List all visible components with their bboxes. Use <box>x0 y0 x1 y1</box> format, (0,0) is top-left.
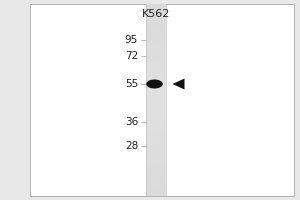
Bar <box>146 17 166 23</box>
Bar <box>146 177 166 183</box>
Bar <box>146 87 166 94</box>
Bar <box>146 106 166 113</box>
Bar <box>146 113 166 119</box>
Text: 28: 28 <box>125 141 138 151</box>
Bar <box>146 138 166 145</box>
Bar <box>146 190 166 196</box>
Bar <box>146 151 166 158</box>
Bar <box>146 81 166 87</box>
Text: K562: K562 <box>142 9 170 19</box>
Bar <box>30 4 294 196</box>
Polygon shape <box>172 78 184 89</box>
Bar <box>146 4 166 10</box>
Text: 95: 95 <box>125 35 138 45</box>
Bar <box>146 55 166 62</box>
Bar <box>146 158 166 164</box>
Ellipse shape <box>146 79 163 88</box>
Bar <box>146 164 166 170</box>
Bar <box>146 23 166 30</box>
Text: 72: 72 <box>125 51 138 61</box>
Bar <box>146 10 166 17</box>
Text: 55: 55 <box>125 79 138 89</box>
Bar <box>146 62 166 68</box>
Bar <box>146 132 166 138</box>
Bar <box>146 74 166 81</box>
Bar <box>146 36 166 42</box>
Bar <box>146 145 166 151</box>
Bar <box>146 183 166 190</box>
Bar <box>146 170 166 177</box>
Bar <box>146 100 166 106</box>
Bar <box>146 126 166 132</box>
Bar <box>146 49 166 55</box>
Bar <box>146 30 166 36</box>
Bar <box>146 68 166 74</box>
Bar <box>146 94 166 100</box>
Bar <box>146 42 166 49</box>
Text: 36: 36 <box>125 117 138 127</box>
Bar <box>146 119 166 126</box>
